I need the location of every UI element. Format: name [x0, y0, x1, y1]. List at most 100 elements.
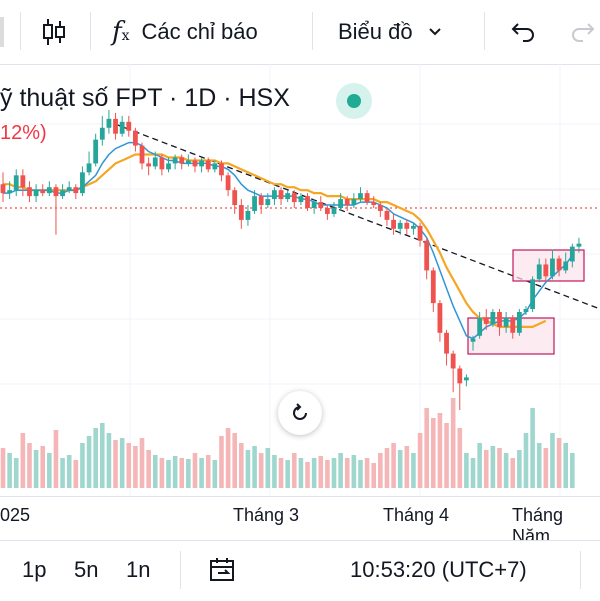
candle-body [477, 317, 483, 336]
indicators-button[interactable]: fx Các chỉ báo [112, 0, 258, 64]
candle-body [285, 193, 291, 200]
toolbar-divider [312, 12, 313, 50]
candle-body [113, 118, 118, 134]
chart-style-button[interactable] [36, 0, 72, 64]
candle-body [430, 270, 436, 304]
volume-bar [384, 448, 390, 488]
volume-bar [470, 458, 476, 488]
candle-body [20, 175, 26, 188]
candle-body [13, 175, 19, 191]
interval-button-1p[interactable]: 1p [22, 557, 47, 582]
volume-bar [186, 459, 191, 488]
candle-body [119, 121, 125, 134]
redo-button[interactable] [568, 0, 600, 64]
candle-body [391, 219, 396, 229]
volume-bar [80, 443, 85, 488]
candle-body [199, 160, 204, 167]
volume-bar [126, 443, 132, 488]
volume-bar [497, 448, 502, 488]
volume-bar [113, 440, 118, 488]
candle-body [80, 172, 85, 194]
toolbar-divider [90, 12, 91, 50]
volume-bar [305, 462, 310, 488]
volume-bar [245, 450, 251, 488]
toolbar-divider [180, 551, 181, 589]
candle-body [364, 193, 370, 203]
candle-body [338, 199, 344, 208]
candle-body [569, 246, 575, 262]
candle-body [377, 205, 383, 211]
candle-body [510, 317, 516, 333]
toolbar-divider [20, 12, 21, 50]
volume-bar [13, 458, 19, 488]
interval-button-5n[interactable]: 5n [74, 557, 99, 582]
candle-body [86, 163, 92, 173]
volume-bar [159, 458, 165, 488]
candle-body [40, 190, 46, 194]
candle-body [33, 190, 39, 197]
volume-bar [364, 458, 370, 488]
volume-bar [424, 408, 429, 488]
volume-bar [338, 453, 343, 488]
candle-body [252, 196, 257, 211]
fx-icon: fx [112, 17, 130, 47]
volume-bar [93, 428, 98, 488]
volume-bar [358, 460, 363, 488]
candle-body [523, 309, 529, 312]
candle-body [311, 202, 317, 208]
volume-bar [225, 428, 231, 488]
volume-bar [139, 438, 145, 488]
volume-bar [73, 460, 79, 488]
interval-button-1n[interactable]: 1n [126, 557, 151, 582]
goto-date-button[interactable] [208, 541, 238, 599]
candle-body [152, 157, 158, 167]
candles-icon [43, 19, 65, 45]
volume-bar [483, 450, 489, 488]
market-status-icon[interactable] [336, 83, 372, 119]
candle-body [159, 157, 165, 170]
volume-bar [490, 446, 496, 488]
volume-bar [166, 460, 171, 488]
candle-body [483, 317, 489, 324]
time-axis[interactable]: 025 Tháng 3 Tháng 4 Tháng Năm [0, 496, 600, 546]
indicators-label: Các chỉ báo [141, 19, 258, 44]
candle-body [298, 196, 304, 203]
volume-bar [27, 443, 32, 488]
price-chart[interactable] [0, 64, 600, 496]
volume-bar [530, 408, 535, 488]
candle-body [7, 190, 13, 194]
candle-body [106, 118, 112, 128]
volume-bar [404, 446, 410, 488]
candle-body [0, 184, 6, 194]
volume-bar [397, 450, 403, 488]
volume-bar [437, 413, 443, 488]
time-axis-label: Tháng 3 [233, 505, 300, 525]
candle-body [550, 258, 555, 277]
volume-bar [60, 458, 65, 488]
candle-body [27, 187, 32, 197]
price-change: 12%) [0, 122, 47, 144]
toolbar-overflow-edge[interactable] [0, 0, 14, 64]
candle-body [139, 145, 145, 164]
volume-bar [53, 430, 59, 488]
undo-button[interactable] [506, 0, 538, 64]
candle-body [503, 317, 509, 327]
timezone-clock[interactable]: 10:53:20 (UTC+7) [350, 557, 527, 582]
candle-body [497, 312, 502, 327]
volume-bar [325, 460, 330, 488]
reset-view-button[interactable] [278, 391, 322, 435]
volume-bar [523, 433, 529, 488]
volume-bar [252, 446, 257, 488]
volume-bar [464, 453, 469, 488]
candle-body [516, 312, 522, 333]
candle-body [358, 193, 363, 200]
candle-body [411, 225, 416, 229]
candle-body [318, 202, 324, 208]
volume-bar [391, 443, 396, 488]
volume-bar [450, 398, 456, 488]
chart-menu-button[interactable]: Biểu đồ [338, 0, 443, 64]
volume-bar [133, 446, 138, 488]
volume-bar [146, 450, 151, 488]
candle-body [99, 127, 105, 140]
toolbar-divider [580, 551, 581, 589]
